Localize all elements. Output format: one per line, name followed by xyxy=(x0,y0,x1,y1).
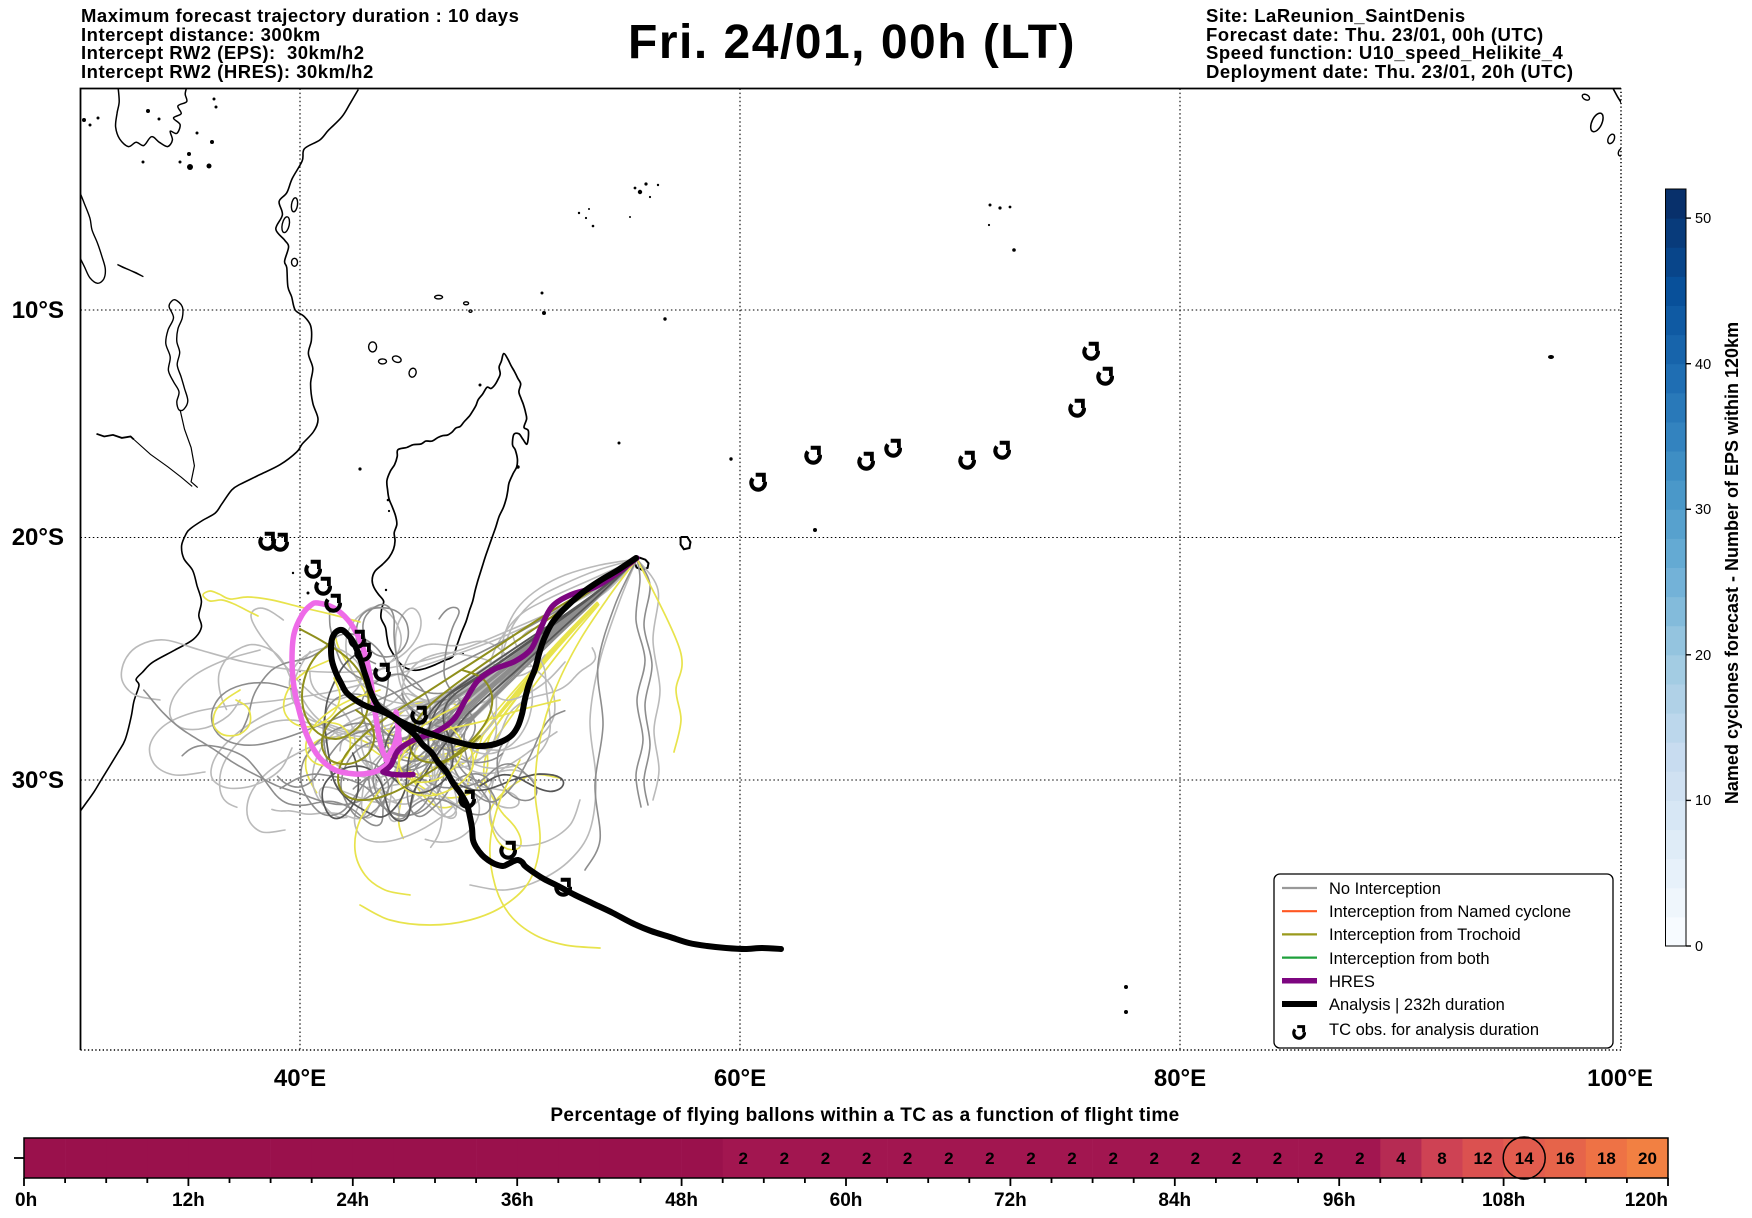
svg-text:TC obs. for analysis duration: TC obs. for analysis duration xyxy=(1329,1021,1539,1039)
svg-text:Maximum forecast trajectory du: Maximum forecast trajectory duration : 1… xyxy=(81,5,519,26)
svg-text:2: 2 xyxy=(738,1149,747,1168)
svg-text:2: 2 xyxy=(1273,1149,1282,1168)
svg-text:2: 2 xyxy=(944,1149,953,1168)
svg-text:10: 10 xyxy=(1695,793,1711,809)
svg-text:20°S: 20°S xyxy=(12,524,64,551)
svg-text:2: 2 xyxy=(1355,1149,1364,1168)
svg-text:80°E: 80°E xyxy=(1154,1065,1206,1092)
svg-text:16: 16 xyxy=(1556,1149,1575,1168)
svg-text:Interception from Named cyclon: Interception from Named cyclone xyxy=(1329,903,1571,921)
svg-text:10°S: 10°S xyxy=(12,297,64,324)
svg-text:72h: 72h xyxy=(994,1190,1027,1211)
svg-text:2: 2 xyxy=(1232,1149,1241,1168)
svg-text:60°E: 60°E xyxy=(714,1065,766,1092)
svg-text:40°E: 40°E xyxy=(274,1065,326,1092)
svg-text:2: 2 xyxy=(903,1149,912,1168)
svg-text:2: 2 xyxy=(1191,1149,1200,1168)
svg-text:Site: LaReunion_SaintDenis: Site: LaReunion_SaintDenis xyxy=(1206,5,1466,26)
svg-text:Interception from Trochoid: Interception from Trochoid xyxy=(1329,926,1521,944)
svg-text:40: 40 xyxy=(1695,357,1711,373)
svg-text:2: 2 xyxy=(862,1149,871,1168)
svg-text:18: 18 xyxy=(1597,1149,1616,1168)
svg-text:96h: 96h xyxy=(1323,1190,1356,1211)
svg-text:14: 14 xyxy=(1515,1149,1534,1168)
svg-text:0: 0 xyxy=(1695,939,1703,955)
svg-text:Forecast date: Thu. 23/01, 00h: Forecast date: Thu. 23/01, 00h (UTC) xyxy=(1206,24,1544,45)
svg-text:36h: 36h xyxy=(501,1190,534,1211)
svg-text:2: 2 xyxy=(1108,1149,1117,1168)
svg-text:2: 2 xyxy=(1314,1149,1323,1168)
svg-text:4: 4 xyxy=(1396,1149,1406,1168)
svg-text:Intercept RW2 (EPS): 30km/h2: Intercept RW2 (EPS): 30km/h2 xyxy=(81,42,365,63)
svg-text:120h: 120h xyxy=(1625,1190,1668,1211)
svg-text:2: 2 xyxy=(821,1149,830,1168)
svg-text:60h: 60h xyxy=(830,1190,863,1211)
svg-text:48h: 48h xyxy=(665,1190,698,1211)
svg-text:30°S: 30°S xyxy=(12,767,64,794)
svg-text:100°E: 100°E xyxy=(1587,1065,1653,1092)
svg-text:2: 2 xyxy=(780,1149,789,1168)
svg-text:20: 20 xyxy=(1638,1149,1657,1168)
svg-text:8: 8 xyxy=(1437,1149,1446,1168)
svg-text:Analysis | 232h duration: Analysis | 232h duration xyxy=(1329,996,1505,1014)
svg-text:30: 30 xyxy=(1695,502,1711,518)
svg-text:84h: 84h xyxy=(1158,1190,1191,1211)
svg-text:12h: 12h xyxy=(172,1190,205,1211)
svg-text:2: 2 xyxy=(985,1149,994,1168)
svg-text:Percentage of flying ballons w: Percentage of flying ballons within a TC… xyxy=(550,1105,1179,1126)
svg-text:108h: 108h xyxy=(1482,1190,1525,1211)
svg-text:Intercept RW2 (HRES): 30km/h2: Intercept RW2 (HRES): 30km/h2 xyxy=(81,61,374,82)
svg-text:Interception from both: Interception from both xyxy=(1329,950,1490,968)
svg-text:Fri. 24/01, 00h (LT): Fri. 24/01, 00h (LT) xyxy=(628,16,1076,69)
svg-text:Deployment date: Thu. 23/01, 2: Deployment date: Thu. 23/01, 20h (UTC) xyxy=(1206,61,1573,82)
svg-text:2: 2 xyxy=(1067,1149,1076,1168)
svg-text:12: 12 xyxy=(1474,1149,1493,1168)
svg-text:HRES: HRES xyxy=(1329,973,1375,991)
svg-text:20: 20 xyxy=(1695,648,1711,664)
svg-text:2: 2 xyxy=(1026,1149,1035,1168)
svg-text:Named cyclones forecast - Numb: Named cyclones forecast - Number of EPS … xyxy=(1722,322,1742,804)
svg-text:24h: 24h xyxy=(336,1190,369,1211)
svg-text:50: 50 xyxy=(1695,211,1711,227)
svg-text:2: 2 xyxy=(1149,1149,1158,1168)
svg-text:0h: 0h xyxy=(15,1190,37,1211)
svg-text:Intercept distance: 300km: Intercept distance: 300km xyxy=(81,24,321,45)
svg-text:No Interception: No Interception xyxy=(1329,880,1441,898)
svg-text:Speed function: U10_speed_Heli: Speed function: U10_speed_Helikite_4 xyxy=(1206,42,1563,63)
